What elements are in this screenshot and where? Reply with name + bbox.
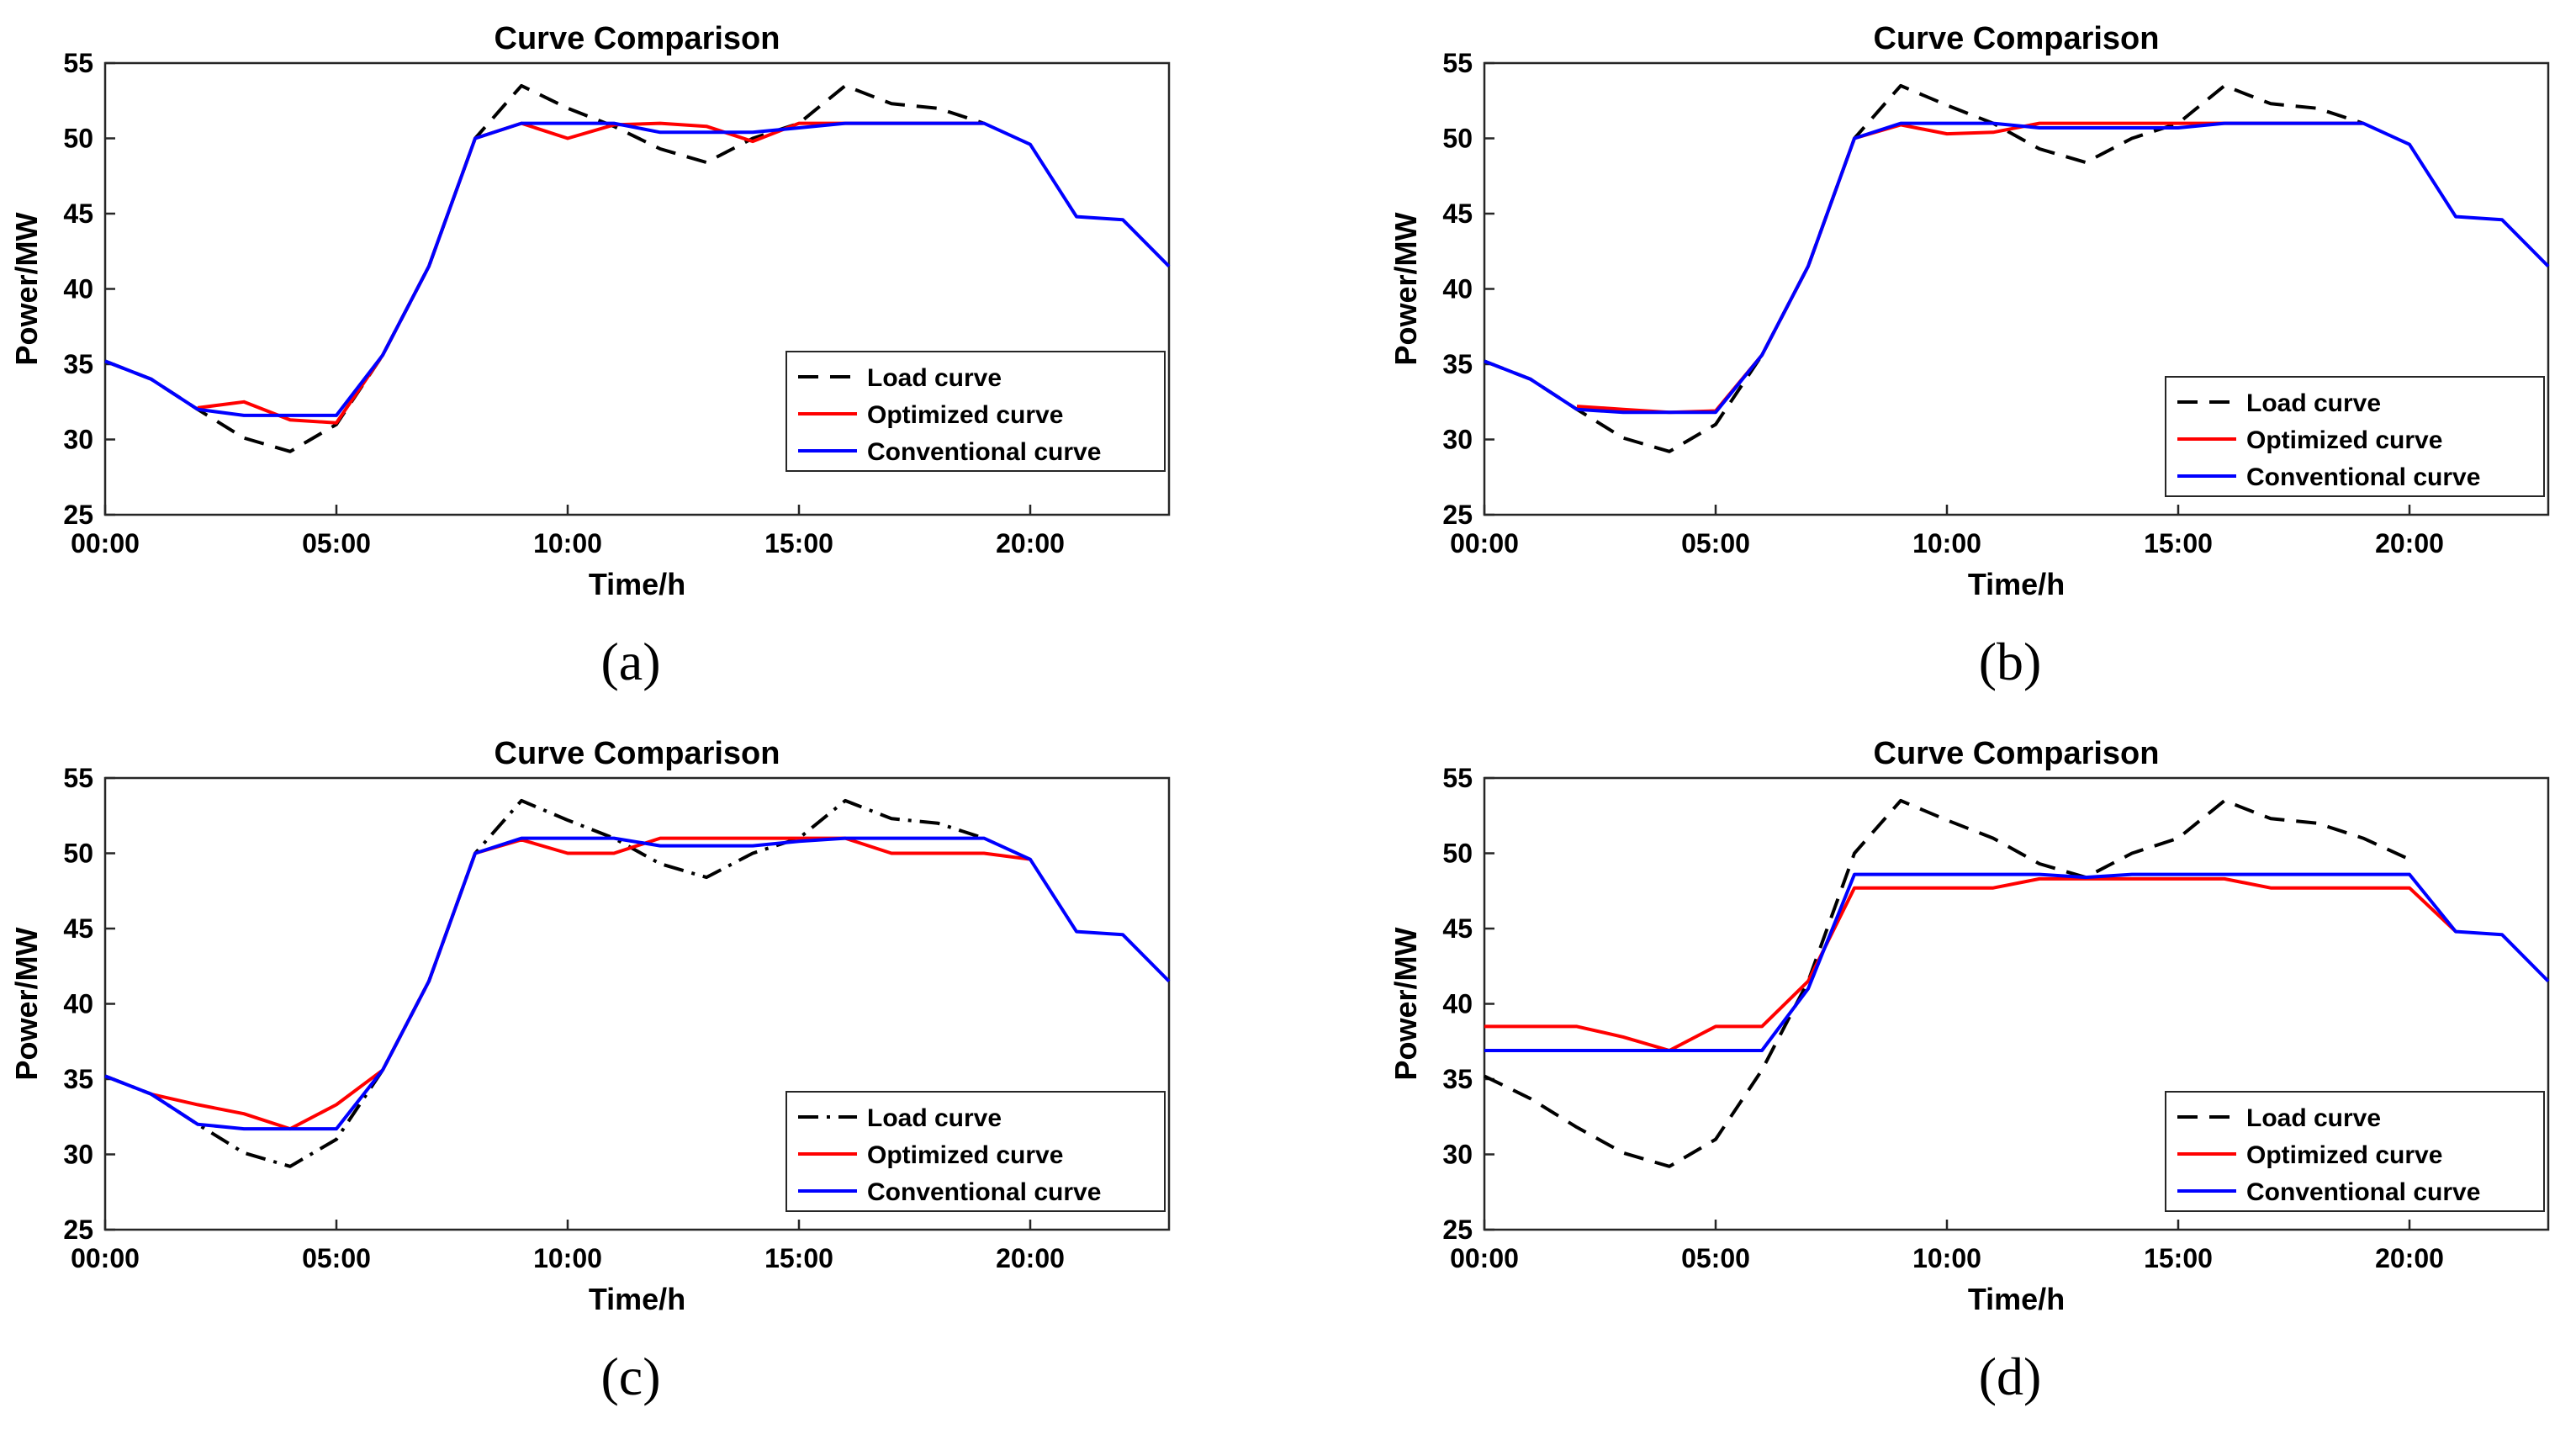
y-tick-label: 40	[1442, 989, 1473, 1019]
caption-d: (d)	[1978, 1347, 2042, 1406]
y-tick-label: 25	[1442, 500, 1473, 530]
y-tick-label: 45	[1442, 198, 1473, 229]
y-tick-label: 50	[1442, 839, 1473, 869]
y-axis-label: Power/MW	[9, 212, 44, 365]
y-tick-label: 50	[1442, 124, 1473, 154]
y-tick-label: 55	[1442, 763, 1473, 793]
x-tick-label: 10:00	[1912, 1243, 1981, 1273]
x-tick-label: 05:00	[1681, 528, 1750, 558]
y-tick-label: 50	[63, 124, 93, 154]
series-line-load-curve	[104, 798, 985, 1168]
legend-label: Conventional curve	[2246, 1178, 2480, 1206]
y-tick-label: 55	[63, 763, 93, 793]
y-axis-label: Power/MW	[9, 927, 44, 1080]
chart-panel-c: Curve Comparison 25 30 35 40 45 50 55 00:00 05:00…	[0, 715, 1194, 1333]
y-tick-label: 30	[63, 425, 93, 455]
series-line-conventional-curve	[1484, 872, 2550, 1052]
y-tick-label: 25	[1442, 1215, 1473, 1245]
x-axis-label: Time/h	[589, 1282, 685, 1316]
y-tick-label: 35	[1442, 349, 1473, 379]
x-tick-label: 05:00	[302, 528, 371, 558]
legend: Load curve Optimized curve Conventional cu…	[2165, 376, 2545, 497]
legend: Load curve Optimized curve Conventional cu…	[785, 351, 1166, 472]
chart-panel-b: Curve Comparison 25 30 35 40 45 50 55 00:00 05:00…	[1379, 0, 2573, 618]
x-tick-label: 10:00	[1912, 528, 1981, 558]
x-tick-label: 15:00	[764, 528, 833, 558]
series-line-optimized-curve	[1484, 876, 2457, 1052]
series-line-conventional-curve	[104, 121, 1171, 417]
chart-title: Curve Comparison	[495, 21, 780, 56]
y-tick-label: 25	[63, 500, 93, 530]
legend-label: Optimized curve	[2246, 1141, 2442, 1169]
x-tick-label: 15:00	[764, 1243, 833, 1273]
x-tick-label: 10:00	[533, 528, 602, 558]
y-tick-label: 35	[1442, 1064, 1473, 1094]
series-line-optimized-curve	[151, 836, 1031, 1131]
x-tick-label: 00:00	[1450, 528, 1519, 558]
chart-title: Curve Comparison	[1874, 21, 2160, 56]
x-tick-label: 05:00	[302, 1243, 371, 1273]
chart-svg: Curve Comparison 25 30 35 40 45 50 55 00:00 05:00…	[9, 21, 1171, 601]
y-tick-label: 25	[63, 1215, 93, 1245]
legend-label: Load curve	[2246, 389, 2381, 417]
y-tick-label: 40	[63, 274, 93, 304]
y-tick-label: 55	[63, 48, 93, 78]
legend-label: Optimized curve	[867, 401, 1063, 429]
x-tick-label: 15:00	[2144, 1243, 2213, 1273]
legend-label: Conventional curve	[867, 438, 1101, 466]
chart-title: Curve Comparison	[495, 736, 780, 771]
x-tick-label: 05:00	[1681, 1243, 1750, 1273]
chart-panel-a: Curve Comparison 25 30 35 40 45 50 55 00:00 05:00…	[0, 0, 1194, 618]
caption-b: (b)	[1978, 632, 2042, 691]
y-tick-label: 45	[63, 198, 93, 229]
x-tick-label: 00:00	[71, 528, 140, 558]
x-axis-label: Time/h	[1968, 1282, 2065, 1316]
x-tick-label: 20:00	[996, 528, 1065, 558]
x-axis-label: Time/h	[1968, 567, 2065, 601]
y-tick-label: 30	[63, 1140, 93, 1170]
x-tick-label: 20:00	[2375, 528, 2444, 558]
chart-svg: Curve Comparison 25 30 35 40 45 50 55 00:00 05:00…	[9, 736, 1171, 1316]
x-tick-label: 15:00	[2144, 528, 2213, 558]
legend: Load curve Optimized curve Conventional cu…	[2165, 1091, 2545, 1212]
y-tick-label: 45	[63, 913, 93, 944]
series-line-load-curve	[1484, 83, 2364, 453]
y-tick-label: 55	[1442, 48, 1473, 78]
legend-label: Load curve	[867, 1104, 1002, 1132]
chart-svg: Curve Comparison 25 30 35 40 45 50 55 00:00 05:00…	[1389, 21, 2550, 601]
y-tick-label: 30	[1442, 1140, 1473, 1170]
legend-label: Optimized curve	[867, 1141, 1063, 1169]
caption-c: (c)	[600, 1347, 661, 1406]
series-line-conventional-curve	[104, 836, 1171, 1131]
chart-svg: Curve Comparison 25 30 35 40 45 50 55 00:00 05:00…	[1389, 736, 2550, 1316]
y-tick-label: 40	[1442, 274, 1473, 304]
y-tick-label: 30	[1442, 425, 1473, 455]
x-tick-label: 10:00	[533, 1243, 602, 1273]
y-tick-label: 35	[63, 1064, 93, 1094]
x-tick-label: 00:00	[1450, 1243, 1519, 1273]
y-tick-label: 40	[63, 989, 93, 1019]
series-line-conventional-curve	[1484, 121, 2550, 415]
series-line-load-curve	[104, 83, 985, 453]
x-tick-label: 20:00	[996, 1243, 1065, 1273]
series-line-load-curve	[1484, 798, 2410, 1168]
y-axis-label: Power/MW	[1389, 212, 1423, 365]
legend-label: Optimized curve	[2246, 426, 2442, 454]
chart-title: Curve Comparison	[1874, 736, 2160, 771]
y-axis-label: Power/MW	[1389, 927, 1423, 1080]
y-tick-label: 50	[63, 839, 93, 869]
chart-panel-d: Curve Comparison 25 30 35 40 45 50 55 00:00 05:00…	[1379, 715, 2573, 1333]
x-tick-label: 20:00	[2375, 1243, 2444, 1273]
caption-a: (a)	[600, 632, 661, 691]
y-tick-label: 45	[1442, 913, 1473, 944]
legend-label: Conventional curve	[2246, 463, 2480, 491]
legend: Load curve Optimized curve Conventional cu…	[785, 1091, 1166, 1212]
legend-label: Load curve	[2246, 1104, 2381, 1132]
legend-label: Load curve	[867, 364, 1002, 392]
y-tick-label: 35	[63, 349, 93, 379]
x-axis-label: Time/h	[589, 567, 685, 601]
legend-label: Conventional curve	[867, 1178, 1101, 1206]
x-tick-label: 00:00	[71, 1243, 140, 1273]
